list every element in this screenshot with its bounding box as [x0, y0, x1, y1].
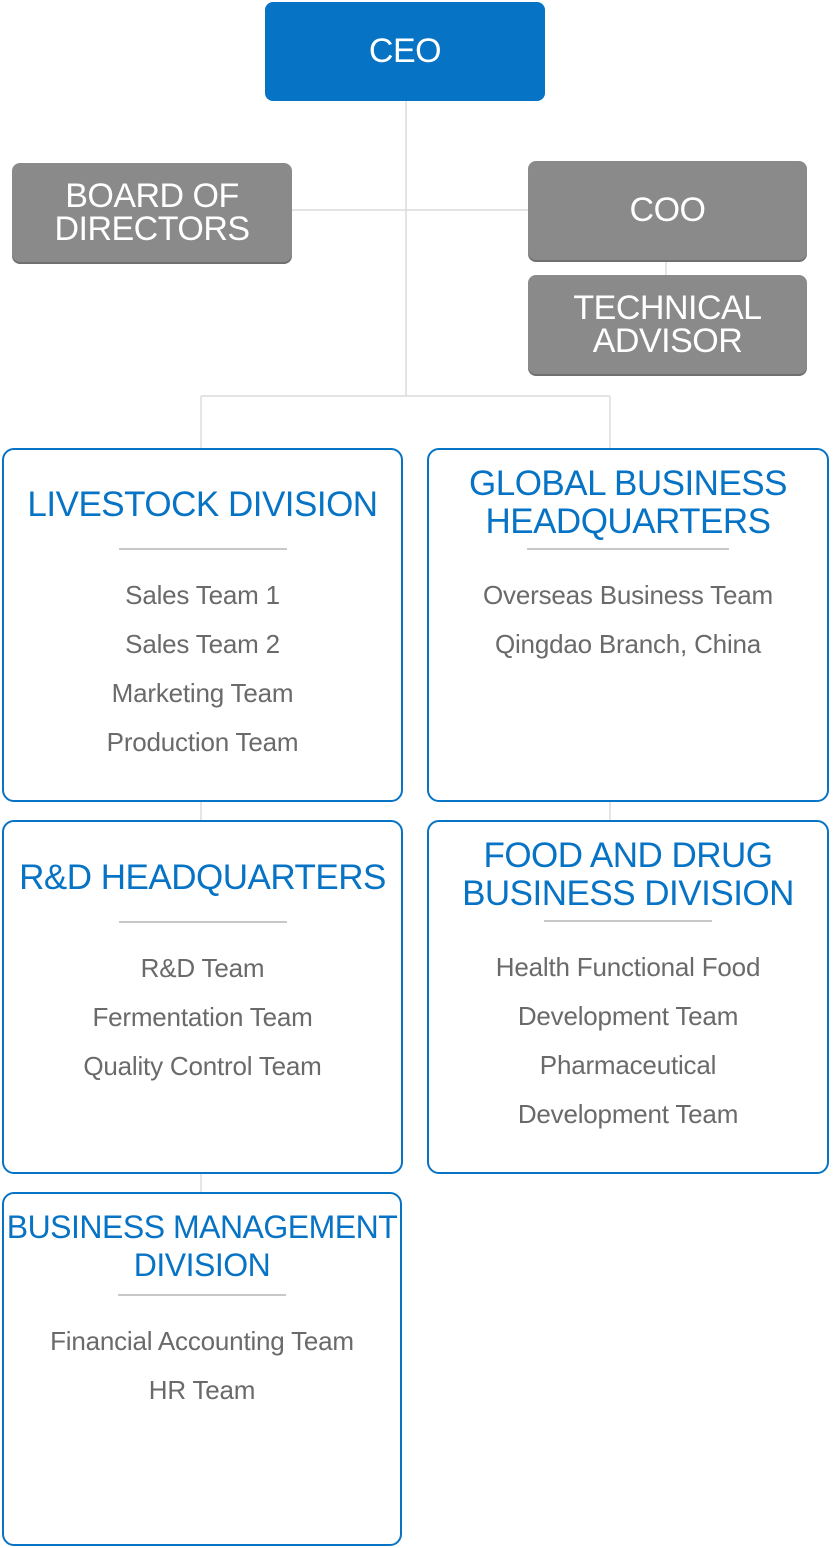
rnd-headquarters-divider	[118, 921, 287, 923]
technical-advisor-box: TECHNICAL ADVISOR	[528, 275, 807, 374]
global-title-line-2: HEADQUARTERS	[485, 502, 771, 541]
business-title-line-2: DIVISION	[133, 1247, 271, 1283]
rnd-headquarters-title: R&D HEADQUARTERS	[19, 858, 386, 897]
list-item: Fermentation Team	[92, 1002, 313, 1032]
global-title-line-1: GLOBAL BUSINESS	[469, 464, 788, 503]
list-item: Sales Team 1	[125, 580, 280, 610]
list-item: HR Team	[148, 1375, 256, 1405]
rnd-headquarters-box: R&D HEADQUARTERS R&D Team Fermentation T…	[2, 820, 403, 1174]
list-item: Pharmaceutical	[539, 1050, 717, 1080]
business-management-division-box: BUSINESS MANAGEMENT DIVISION Financial A…	[2, 1192, 402, 1546]
food-and-drug-title: FOOD AND DRUG BUSINESS DIVISION	[429, 837, 827, 913]
food-and-drug-division-box: FOOD AND DRUG BUSINESS DIVISION Health F…	[427, 820, 829, 1174]
list-item: Marketing Team	[111, 678, 294, 708]
advisor-line-2: ADVISOR	[592, 321, 743, 360]
list-item: R&D Team	[140, 953, 265, 983]
list-item: Development Team	[517, 1099, 739, 1129]
board-line-2: DIRECTORS	[54, 209, 250, 248]
list-item: Overseas Business Team	[483, 580, 773, 610]
list-item: Financial Accounting Team	[50, 1326, 354, 1356]
global-business-divider	[527, 548, 729, 550]
livestock-team-list: Sales Team 1 Sales Team 2 Marketing Team…	[4, 571, 401, 767]
livestock-division-divider	[118, 548, 287, 550]
board-of-directors-box: BOARD OF DIRECTORS	[12, 163, 292, 262]
ceo-box: CEO	[265, 2, 545, 101]
food-and-drug-divider	[544, 920, 712, 922]
business-management-divider	[118, 1294, 286, 1296]
global-team-list: Overseas Business Team Qingdao Branch, C…	[429, 571, 827, 669]
coo-label: COO	[629, 191, 706, 229]
livestock-division-title: LIVESTOCK DIVISION	[27, 485, 378, 524]
global-business-title: GLOBAL BUSINESS HEADQUARTERS	[429, 465, 827, 541]
business-title-line-1: BUSINESS MANAGEMENT	[6, 1209, 398, 1245]
list-item: Quality Control Team	[83, 1051, 322, 1081]
rnd-team-list: R&D Team Fermentation Team Quality Contr…	[4, 944, 401, 1091]
advisor-line-1: TECHNICAL	[573, 288, 762, 327]
business-management-title: BUSINESS MANAGEMENT DIVISION	[4, 1208, 400, 1284]
livestock-division-box: LIVESTOCK DIVISION Sales Team 1 Sales Te…	[2, 448, 403, 802]
global-business-headquarters-box: GLOBAL BUSINESS HEADQUARTERS Overseas Bu…	[427, 448, 829, 802]
ceo-label: CEO	[368, 32, 442, 70]
business-team-list: Financial Accounting Team HR Team	[4, 1317, 400, 1415]
coo-box: COO	[528, 161, 807, 260]
food-team-list: Health Functional Food Development Team …	[429, 943, 827, 1139]
list-item: Sales Team 2	[125, 629, 280, 659]
list-item: Health Functional Food	[495, 952, 761, 982]
food-title-line-2: BUSINESS DIVISION	[462, 874, 794, 913]
list-item: Production Team	[106, 727, 299, 757]
list-item: Development Team	[517, 1001, 739, 1031]
food-title-line-1: FOOD AND DRUG	[483, 836, 773, 875]
board-line-1: BOARD OF	[65, 176, 239, 215]
list-item: Qingdao Branch, China	[494, 629, 762, 659]
